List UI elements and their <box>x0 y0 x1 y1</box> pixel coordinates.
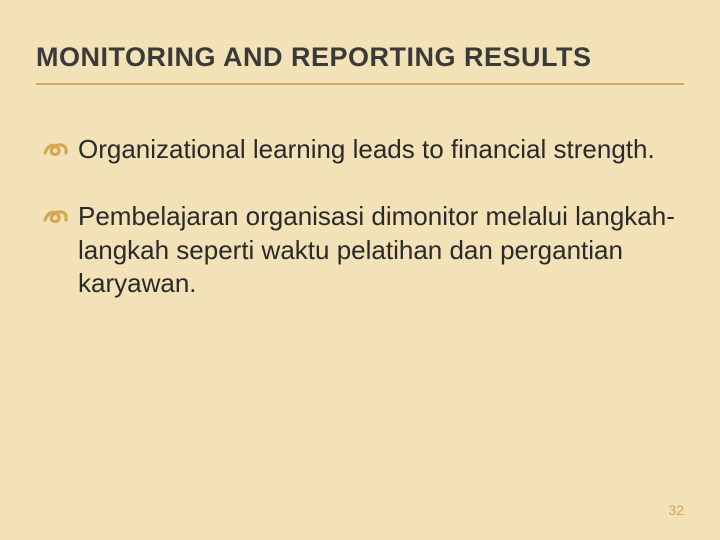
scribble-bullet-icon <box>42 202 70 230</box>
bullet-item: Organizational learning leads to financi… <box>42 133 684 166</box>
scribble-bullet-icon <box>42 135 70 163</box>
bullet-list: Organizational learning leads to financi… <box>36 133 684 300</box>
bullet-item: Pembelajaran organisasi dimonitor melalu… <box>42 200 684 300</box>
bullet-text: Pembelajaran organisasi dimonitor melalu… <box>78 200 684 300</box>
slide-title: MONITORING AND REPORTING RESULTS <box>36 42 684 85</box>
bullet-text: Organizational learning leads to financi… <box>78 133 655 166</box>
page-number: 32 <box>668 502 684 518</box>
slide: MONITORING AND REPORTING RESULTS Organiz… <box>0 0 720 540</box>
